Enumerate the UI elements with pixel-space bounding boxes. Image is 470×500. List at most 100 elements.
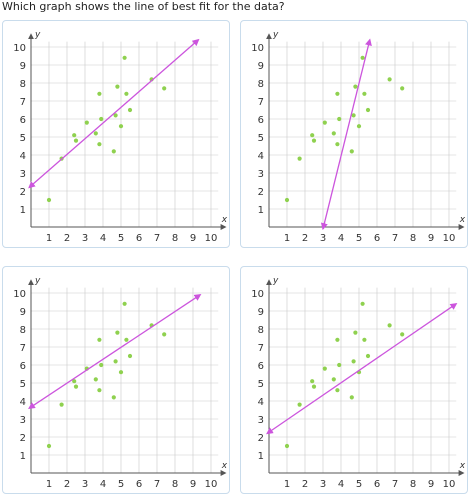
answer-option-d[interactable]: x y 1 2 3 4 5 6 7 8 9 10 1 2 3 4 5 6 7 8 9 10 [240, 266, 468, 494]
data-point [400, 332, 405, 337]
y-tick-label: 1 [258, 205, 264, 216]
data-point [331, 131, 336, 136]
y-tick-label: 7 [20, 343, 26, 354]
x-tick-label: 9 [190, 479, 196, 490]
x-tick-label: 4 [338, 233, 344, 244]
x-axis-label: x [459, 215, 466, 225]
data-point [115, 330, 120, 335]
y-tick-label: 9 [20, 307, 26, 318]
data-point [387, 77, 392, 82]
y-tick-label: 2 [258, 433, 264, 444]
x-tick-label: 8 [172, 479, 178, 490]
x-tick-label: 3 [320, 233, 326, 244]
x-tick-label: 5 [356, 233, 362, 244]
data-point [362, 91, 367, 96]
data-point [97, 337, 102, 342]
data-point [284, 197, 290, 203]
x-tick-label: 8 [410, 479, 416, 490]
x-tick-label: 3 [320, 479, 326, 490]
x-tick-label: 6 [136, 233, 142, 244]
y-tick-label: 2 [258, 187, 264, 198]
y-tick-label: 7 [258, 343, 264, 354]
data-point [360, 301, 365, 306]
x-tick-label: 1 [284, 233, 290, 244]
data-point [349, 395, 354, 400]
y-tick-label: 6 [258, 115, 264, 126]
data-point [365, 107, 371, 113]
x-tick-label: 3 [82, 479, 88, 490]
answer-option-c[interactable]: x y 1 2 3 4 5 6 7 8 9 10 1 2 3 4 5 6 7 8 9 10 [2, 266, 230, 494]
x-tick-label: 9 [190, 233, 196, 244]
y-tick-label: 7 [20, 97, 26, 108]
question-text: Which graph shows the line of best fit f… [2, 0, 285, 13]
data-point [46, 197, 52, 203]
data-point [122, 55, 127, 60]
data-point [362, 337, 367, 342]
data-point [59, 402, 64, 407]
data-point [84, 120, 89, 125]
x-tick-label: 8 [410, 233, 416, 244]
fit-line [28, 38, 200, 189]
y-tick-label: 2 [20, 433, 26, 444]
scatter-plot-c: x y 1 2 3 4 5 6 7 8 9 10 1 2 3 4 5 6 7 8 9 10 [13, 276, 228, 490]
answer-option-b[interactable]: x y 1 2 3 4 5 6 7 8 9 10 1 2 3 4 5 6 7 8 9 10 [240, 20, 468, 248]
data-point [353, 330, 358, 335]
data-point [118, 124, 124, 129]
x-tick-label: 10 [205, 233, 218, 244]
y-tick-label: 1 [20, 451, 26, 462]
gridlines [31, 287, 219, 473]
x-tick-label: 1 [46, 233, 52, 244]
data-point [351, 359, 356, 364]
x-axis-label: x [221, 215, 228, 225]
data-point [387, 323, 392, 328]
gridlines [31, 41, 219, 227]
x-tick-label: 2 [302, 233, 308, 244]
y-tick-label: 5 [20, 133, 26, 144]
data-point [73, 384, 79, 389]
data-point [322, 120, 327, 125]
y-tick-label: 3 [20, 169, 26, 180]
fit-line [266, 303, 458, 435]
y-tick-label: 10 [13, 289, 26, 300]
x-tick-label: 7 [154, 479, 160, 490]
data-point [356, 124, 362, 129]
x-tick-label: 5 [118, 233, 124, 244]
y-tick-label: 1 [20, 205, 26, 216]
x-tick-label: 3 [82, 233, 88, 244]
x-tick-label: 10 [443, 479, 456, 490]
data-point [353, 84, 358, 89]
x-tick-label: 9 [428, 233, 434, 244]
data-point [124, 91, 129, 96]
x-tick-label: 4 [100, 479, 106, 490]
data-point [310, 379, 315, 384]
y-tick-label: 6 [258, 361, 264, 372]
data-point [99, 116, 104, 122]
y-tick-label: 9 [258, 61, 264, 72]
data-point [162, 332, 167, 337]
y-tick-label: 6 [20, 115, 26, 126]
data-point [322, 366, 327, 371]
x-tick-label: 6 [374, 479, 380, 490]
y-tick-label: 10 [251, 43, 264, 54]
y-tick-label: 7 [258, 97, 264, 108]
data-point [311, 384, 317, 389]
scatter-plot-a: x y 1 2 3 4 5 6 7 8 9 10 1 2 3 4 5 6 7 8 9 10 [13, 30, 228, 244]
y-tick-label: 3 [20, 415, 26, 426]
answer-option-a[interactable]: x y 1 2 3 4 5 6 7 8 9 10 1 2 3 4 5 6 7 8 9 10 [2, 20, 230, 248]
data-point [349, 149, 354, 154]
data-point [115, 84, 120, 89]
y-tick-label: 8 [258, 79, 264, 90]
fit-line [28, 294, 202, 409]
data-point [93, 131, 98, 136]
x-tick-label: 2 [64, 233, 70, 244]
data-point [127, 107, 133, 113]
gridlines [269, 287, 457, 473]
data-point [310, 133, 315, 138]
y-tick-label: 1 [258, 451, 264, 462]
y-tick-label: 9 [20, 61, 26, 72]
x-tick-label: 7 [392, 233, 398, 244]
y-axis-label: y [34, 276, 41, 286]
data-point [351, 113, 356, 118]
x-tick-label: 7 [392, 479, 398, 490]
y-tick-label: 4 [258, 151, 264, 162]
